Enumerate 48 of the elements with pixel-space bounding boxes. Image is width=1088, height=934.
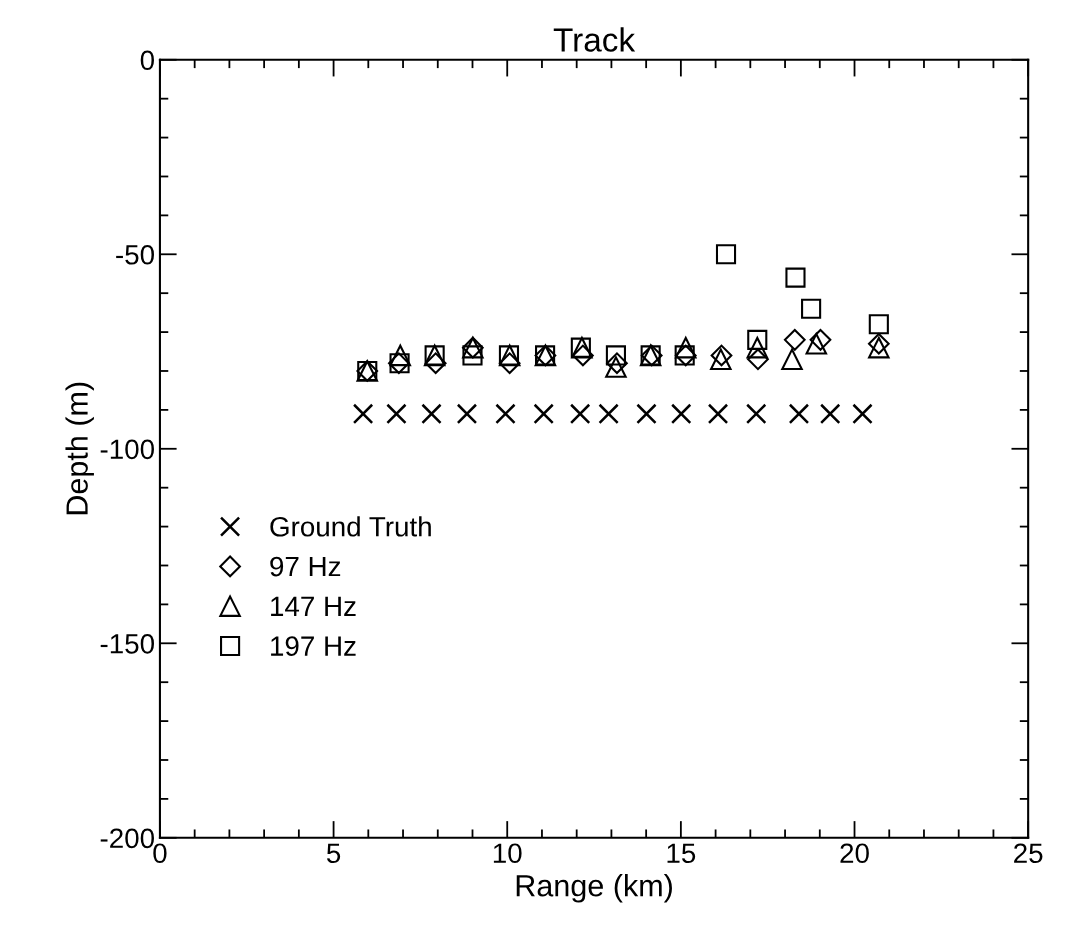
legend-label: 97 Hz: [270, 556, 341, 577]
legend-label: 197 Hz: [271, 636, 356, 656]
point: [533, 403, 554, 425]
point: [785, 267, 806, 288]
point: [746, 336, 769, 359]
x-tick-label: 20: [840, 843, 869, 864]
legend-label: Ground Truth: [270, 516, 431, 537]
y-tick-label: -150: [100, 633, 154, 654]
point: [389, 344, 412, 367]
x-tick-label: 10: [493, 843, 522, 864]
y-tick-label: 0: [140, 50, 154, 71]
point: [456, 403, 478, 425]
point: [852, 403, 873, 425]
point: [352, 403, 374, 425]
point: [674, 336, 697, 359]
point: [636, 403, 657, 425]
point: [424, 352, 447, 375]
y-tick-label: -100: [100, 439, 154, 460]
point: [747, 348, 769, 371]
point: [788, 403, 810, 425]
point: [707, 403, 729, 425]
point: [462, 345, 483, 366]
point: [670, 403, 692, 425]
point: [421, 403, 442, 425]
point: [598, 403, 619, 425]
point: [819, 403, 841, 425]
point: [572, 344, 594, 367]
point: [781, 348, 803, 371]
legend-label: 147 Hz: [271, 596, 356, 616]
point: [745, 403, 767, 425]
x-axis-title: Range (km): [516, 874, 672, 903]
chart-title: Track: [553, 27, 636, 52]
point: [715, 244, 737, 265]
y-axis-title: Depth (m): [65, 382, 94, 515]
point: [801, 298, 822, 319]
point: [747, 329, 768, 350]
point: [783, 329, 806, 351]
x-tick-label: 5: [326, 843, 341, 864]
x-tick-label: 15: [667, 843, 696, 864]
point: [569, 403, 591, 425]
point: [386, 403, 407, 425]
x-tick-label: 25: [1014, 843, 1043, 864]
point: [605, 345, 626, 366]
y-tick-label: -50: [116, 244, 154, 265]
x-tick-label: 0: [153, 843, 167, 864]
point: [495, 403, 516, 425]
point: [868, 314, 889, 335]
y-tick-label: -200: [100, 828, 154, 849]
